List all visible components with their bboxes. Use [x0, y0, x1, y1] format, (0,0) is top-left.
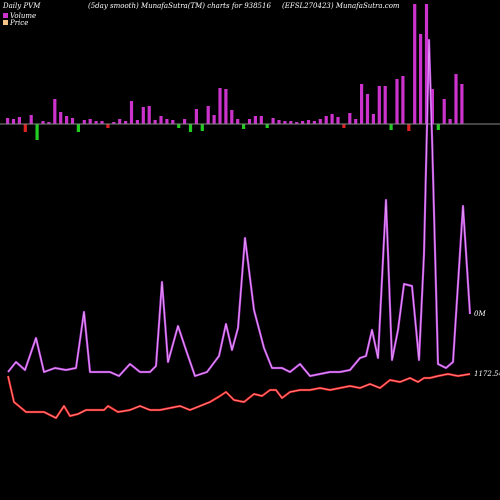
- volume-bar: [65, 116, 69, 124]
- volume-bar: [224, 89, 228, 124]
- volume-bar: [377, 86, 381, 124]
- volume-bar: [324, 116, 328, 124]
- volume-bar: [94, 121, 98, 124]
- volume-bar: [70, 118, 75, 124]
- volume-bar: [29, 115, 33, 124]
- volume-bar: [354, 119, 358, 124]
- volume-bar: [424, 4, 429, 124]
- volume-bar: [306, 120, 311, 124]
- volume-axis-label: 0M: [474, 310, 486, 318]
- volume-bar: [247, 119, 252, 124]
- volume-bar: [147, 106, 151, 124]
- volume-bar: [365, 94, 370, 124]
- volume-bar: [53, 99, 57, 124]
- volume-bar: [6, 118, 10, 124]
- volume-bar: [407, 124, 411, 131]
- volume-bar: [389, 124, 393, 130]
- legend-price-label: Price: [9, 19, 28, 27]
- volume-bar: [342, 124, 346, 128]
- volume-bars: [6, 4, 464, 140]
- volume-bar: [401, 76, 405, 124]
- volume-bar: [448, 119, 452, 124]
- volume-bar: [76, 124, 80, 132]
- volume-bar: [271, 118, 275, 124]
- volume-bar: [289, 121, 293, 124]
- volume-bar: [454, 74, 458, 124]
- volume-bar: [430, 89, 434, 124]
- volume-bar: [460, 84, 464, 124]
- volume-bar: [236, 119, 240, 124]
- volume-bar: [206, 106, 210, 124]
- legend-volume-swatch: [3, 13, 8, 18]
- volume-bar: [230, 110, 234, 124]
- volume-bar: [442, 99, 446, 124]
- volume-bar: [242, 124, 246, 129]
- volume-bar: [318, 119, 322, 124]
- volume-bar: [295, 122, 299, 124]
- volume-bar: [47, 122, 51, 124]
- volume-bar: [395, 79, 399, 124]
- volume-bar: [383, 86, 387, 124]
- volume-bar: [141, 107, 145, 124]
- volume-bar: [11, 119, 16, 124]
- volume-bar: [129, 101, 134, 124]
- volume-bar: [153, 120, 157, 124]
- volume-bar: [112, 122, 116, 124]
- volume-bar: [135, 120, 139, 124]
- volume-bar: [100, 121, 104, 124]
- volume-bar: [159, 116, 163, 124]
- volume-bar: [218, 88, 222, 124]
- volume-bar: [82, 120, 86, 124]
- header-center: (5day smooth) MunafaSutra(TM) charts for…: [88, 2, 271, 10]
- volume-bar: [436, 124, 440, 130]
- price-axis-label: 1172.54: [474, 370, 500, 378]
- volume-bar: [188, 124, 193, 132]
- volume-bar: [419, 34, 423, 124]
- volume-bar: [88, 119, 92, 124]
- volume-bar: [330, 114, 334, 124]
- legend-price-swatch: [3, 20, 8, 25]
- volume-bar: [118, 119, 122, 124]
- volume-bar: [212, 115, 216, 124]
- volume-bar: [265, 124, 269, 128]
- volume-bar: [171, 120, 175, 124]
- volume-bar: [336, 117, 340, 124]
- volume-bar: [371, 114, 375, 124]
- volume-bar: [35, 124, 39, 140]
- volume-bar: [312, 121, 316, 124]
- volume-bar: [253, 116, 257, 124]
- volume-line: [7, 38, 472, 378]
- volume-bar: [348, 113, 352, 124]
- volume-bar: [259, 116, 263, 124]
- volume-line-highlight: [7, 39, 471, 377]
- volume-bar: [277, 120, 281, 124]
- volume-bar: [106, 124, 110, 128]
- header-left: Daily PVM: [2, 2, 41, 10]
- price-line: [6, 372, 471, 420]
- volume-bar: [41, 121, 45, 124]
- volume-bar: [301, 121, 305, 124]
- volume-bar: [200, 124, 204, 131]
- legend-volume-label: Volume: [10, 12, 36, 20]
- volume-bar: [17, 117, 21, 124]
- volume-bar: [360, 84, 364, 124]
- volume-bar: [59, 112, 63, 124]
- volume-bar: [165, 119, 169, 124]
- volume-bar: [183, 119, 187, 124]
- price-line-highlight: [7, 373, 471, 419]
- volume-bar: [283, 121, 287, 124]
- header-right: (EFSL270423) MunafaSutra.com: [282, 2, 400, 10]
- volume-bar: [194, 109, 198, 124]
- volume-bar: [23, 124, 27, 132]
- volume-bar: [124, 121, 128, 124]
- volume-bar: [177, 124, 181, 128]
- volume-bar: [413, 4, 417, 124]
